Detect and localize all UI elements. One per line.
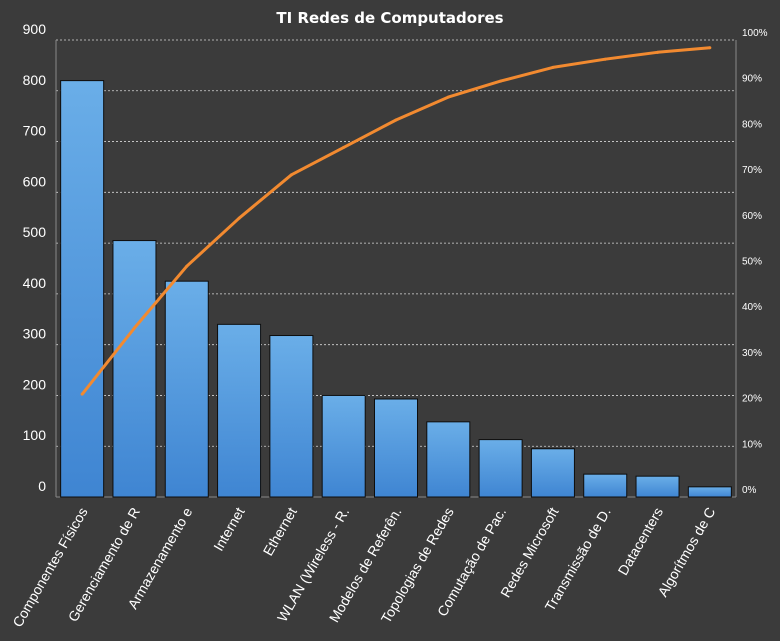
bar xyxy=(635,475,680,498)
line-point xyxy=(185,264,189,268)
y2-tick-label: 40% xyxy=(742,302,762,313)
line-point xyxy=(708,46,712,50)
y2-axis-ticks: 0% 10% 20% 30% 40% 50% 60% 70% 80% 90% 100% xyxy=(742,28,768,496)
y-tick-label: 900 xyxy=(23,21,47,37)
line-point xyxy=(499,79,503,83)
bars xyxy=(60,80,732,498)
gridlines xyxy=(56,39,736,447)
x-tick-label: Algorítmos de C xyxy=(654,505,718,600)
bar xyxy=(478,439,523,498)
bar xyxy=(321,394,366,498)
y2-tick-label: 10% xyxy=(742,439,762,450)
bar xyxy=(426,421,471,498)
line-point xyxy=(80,392,84,396)
y2-tick-label: 30% xyxy=(742,348,762,359)
y-tick-label: 700 xyxy=(23,123,47,139)
y2-tick-label: 20% xyxy=(742,394,762,405)
line-point xyxy=(342,145,346,149)
y-tick-label: 200 xyxy=(23,376,47,392)
bar xyxy=(217,323,262,498)
y-axis-ticks: 0 100 200 300 400 500 600 700 800 900 xyxy=(23,21,47,494)
line-point xyxy=(446,95,450,99)
bar xyxy=(60,80,105,498)
y2-tick-label: 80% xyxy=(742,119,762,130)
line-point xyxy=(603,57,607,61)
bar xyxy=(530,448,575,498)
line-point xyxy=(237,216,241,220)
line-point xyxy=(551,65,555,69)
y2-tick-label: 0% xyxy=(742,485,757,496)
y-tick-label: 400 xyxy=(23,275,47,291)
bar xyxy=(687,486,732,498)
cumulative-line xyxy=(80,46,712,396)
bar xyxy=(164,280,209,498)
y-tick-label: 800 xyxy=(23,72,47,88)
chart-title: TI Redes de Computadores xyxy=(276,9,503,27)
y2-tick-label: 60% xyxy=(742,211,762,222)
bar xyxy=(583,473,628,498)
y-tick-label: 0 xyxy=(38,478,46,494)
line-point xyxy=(394,118,398,122)
bar xyxy=(112,240,157,498)
y2-tick-label: 70% xyxy=(742,165,762,176)
bar xyxy=(374,398,418,498)
y2-tick-label: 50% xyxy=(742,257,762,268)
y-tick-label: 100 xyxy=(23,427,47,443)
y-tick-label: 300 xyxy=(23,326,47,342)
x-tick-label: Internet xyxy=(210,504,248,553)
y-tick-label: 600 xyxy=(23,173,47,189)
y-tick-label: 500 xyxy=(23,224,47,240)
line-point xyxy=(132,326,136,330)
bar xyxy=(269,335,314,498)
line-point xyxy=(656,50,660,54)
x-tick-label: Redes Microsoft xyxy=(497,504,561,600)
y2-tick-label: 100% xyxy=(742,28,768,39)
x-tick-label: Datacenters xyxy=(615,505,667,578)
x-tick-label: Ethernet xyxy=(260,504,300,558)
line-point xyxy=(289,173,293,177)
y2-tick-label: 90% xyxy=(742,74,762,85)
